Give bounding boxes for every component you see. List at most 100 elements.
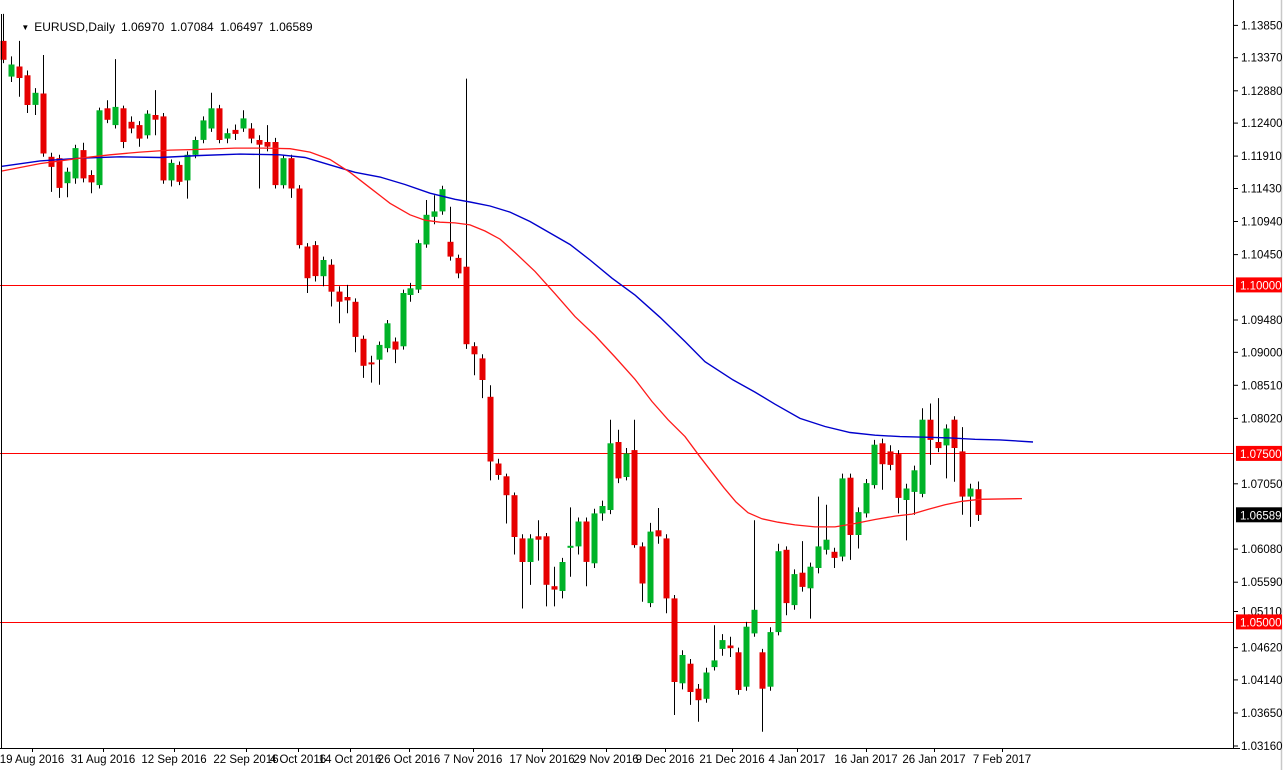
candle-body-up bbox=[679, 655, 686, 684]
time-axis[interactable]: 19 Aug 2016 31 Aug 2016 12 Sep 2016 22 Sep … bbox=[0, 748, 1031, 766]
price-tick-label: 1.10940 bbox=[1241, 217, 1283, 229]
candle-body-down bbox=[264, 142, 271, 147]
price-tick-label: 1.03160 bbox=[1241, 741, 1283, 753]
price-tick-label: 1.06080 bbox=[1241, 544, 1283, 556]
candle-body-down bbox=[895, 454, 902, 498]
candle-body-down bbox=[56, 158, 63, 188]
candle-body-up bbox=[823, 539, 830, 550]
candle-body-up bbox=[855, 512, 862, 535]
candle-body-down bbox=[176, 164, 183, 182]
symbol-marker-icon: ▼ bbox=[21, 23, 30, 32]
price-tick-label: 1.09480 bbox=[1241, 315, 1283, 327]
candle-body-down bbox=[312, 245, 319, 277]
candle-body-up bbox=[32, 92, 39, 105]
candle-body-up bbox=[208, 108, 215, 129]
candle-body-up bbox=[64, 171, 71, 184]
candle-body-down bbox=[695, 688, 702, 701]
header-low: 1.06497 bbox=[219, 20, 264, 34]
candle-body-down bbox=[615, 442, 622, 479]
candle-body-up bbox=[903, 488, 910, 500]
current-price-label-bg bbox=[1236, 507, 1282, 523]
hline-price-label-bg bbox=[1236, 614, 1282, 630]
candle-body-down bbox=[248, 128, 255, 139]
candle-body-up bbox=[280, 158, 287, 186]
candle-body-up bbox=[711, 660, 718, 668]
candle-body-up bbox=[224, 133, 231, 139]
candle-body-down bbox=[495, 463, 502, 475]
candle-body-down bbox=[543, 536, 550, 585]
candle-body-down bbox=[352, 301, 359, 337]
candle-body-down bbox=[959, 451, 966, 497]
candle-body-down bbox=[887, 451, 894, 465]
candle-body-up bbox=[871, 444, 878, 486]
candle-body-down bbox=[583, 521, 590, 562]
candle-body-up bbox=[719, 640, 726, 649]
candle-body-up bbox=[767, 632, 774, 687]
candle-body-up bbox=[559, 562, 566, 591]
current-price-label: 1.06589 bbox=[1236, 507, 1282, 523]
candle-body-down bbox=[216, 108, 223, 140]
candle-body-down bbox=[392, 341, 399, 350]
price-tick-label: 1.05590 bbox=[1241, 577, 1283, 589]
time-tick-label: 12 Sep 2016 bbox=[141, 754, 206, 766]
price-tick-label: 1.09000 bbox=[1241, 347, 1283, 359]
candle-body-down bbox=[368, 362, 375, 365]
time-tick-label: 22 Sep 2016 bbox=[213, 754, 278, 766]
candles-layer bbox=[0, 13, 982, 732]
time-tick-label: 17 Nov 2016 bbox=[509, 754, 574, 766]
hline-price-label-bg bbox=[1236, 277, 1282, 293]
candle-body-down bbox=[447, 241, 454, 257]
candle-body-down bbox=[487, 396, 494, 462]
candle-body-up bbox=[240, 118, 247, 129]
candle-body-down bbox=[927, 419, 934, 440]
time-tick-label: 7 Nov 2016 bbox=[444, 754, 503, 766]
candle-body-up bbox=[703, 672, 710, 699]
candle-body-up bbox=[527, 538, 534, 562]
candle-body-down bbox=[16, 66, 23, 78]
time-tick-label: 16 Jan 2017 bbox=[834, 754, 897, 766]
candle-body-up bbox=[200, 120, 207, 140]
price-axis[interactable]: 1.13850 1.13370 1.12880 1.12400 1.11910 1.114… bbox=[1233, 20, 1283, 753]
time-tick-label: 31 Aug 2016 bbox=[71, 754, 136, 766]
candle-body-up bbox=[72, 148, 79, 179]
candle-body-down bbox=[551, 586, 558, 590]
price-tick-label: 1.12400 bbox=[1241, 118, 1283, 130]
candle-body-up bbox=[431, 211, 438, 217]
candle-body-down bbox=[40, 93, 47, 154]
candle-body-down bbox=[232, 129, 239, 134]
header-open: 1.06970 bbox=[120, 20, 165, 34]
time-tick-label: 26 Oct 2016 bbox=[378, 754, 441, 766]
candle-body-up bbox=[967, 488, 974, 497]
candle-body-down bbox=[328, 264, 335, 292]
candle-body-up bbox=[439, 189, 446, 212]
candle-body-down bbox=[80, 150, 87, 179]
price-tick-label: 1.04140 bbox=[1241, 675, 1283, 687]
time-tick-label: 29 Nov 2016 bbox=[573, 754, 638, 766]
candle-body-down bbox=[256, 140, 263, 145]
candle-body-down bbox=[160, 116, 167, 181]
candle-body-up bbox=[8, 64, 15, 77]
candle-body-up bbox=[376, 344, 383, 360]
candle-body-up bbox=[791, 574, 798, 606]
candle-body-down bbox=[975, 489, 982, 515]
candle-body-down bbox=[503, 476, 510, 496]
hline-price-label: 1.07500 bbox=[1236, 445, 1282, 461]
time-tick-label: 19 Aug 2016 bbox=[0, 754, 64, 766]
candle-body-down bbox=[344, 297, 351, 301]
header-symbol-timeframe: EURUSD,Daily bbox=[34, 20, 115, 34]
candle-body-down bbox=[296, 188, 303, 246]
candle-body-up bbox=[184, 154, 191, 181]
candle-body-down bbox=[152, 115, 159, 120]
candle-body-down bbox=[783, 549, 790, 604]
candle-body-up bbox=[807, 566, 814, 589]
header-high: 1.07084 bbox=[170, 20, 214, 34]
candle-body-down bbox=[663, 538, 670, 599]
candle-body-down bbox=[463, 266, 470, 345]
price-tick-label: 1.10450 bbox=[1241, 250, 1283, 262]
candle-body-down bbox=[304, 246, 311, 279]
candle-body-up bbox=[192, 140, 199, 155]
candle-body-down bbox=[288, 158, 295, 189]
candle-body-up bbox=[919, 419, 926, 494]
